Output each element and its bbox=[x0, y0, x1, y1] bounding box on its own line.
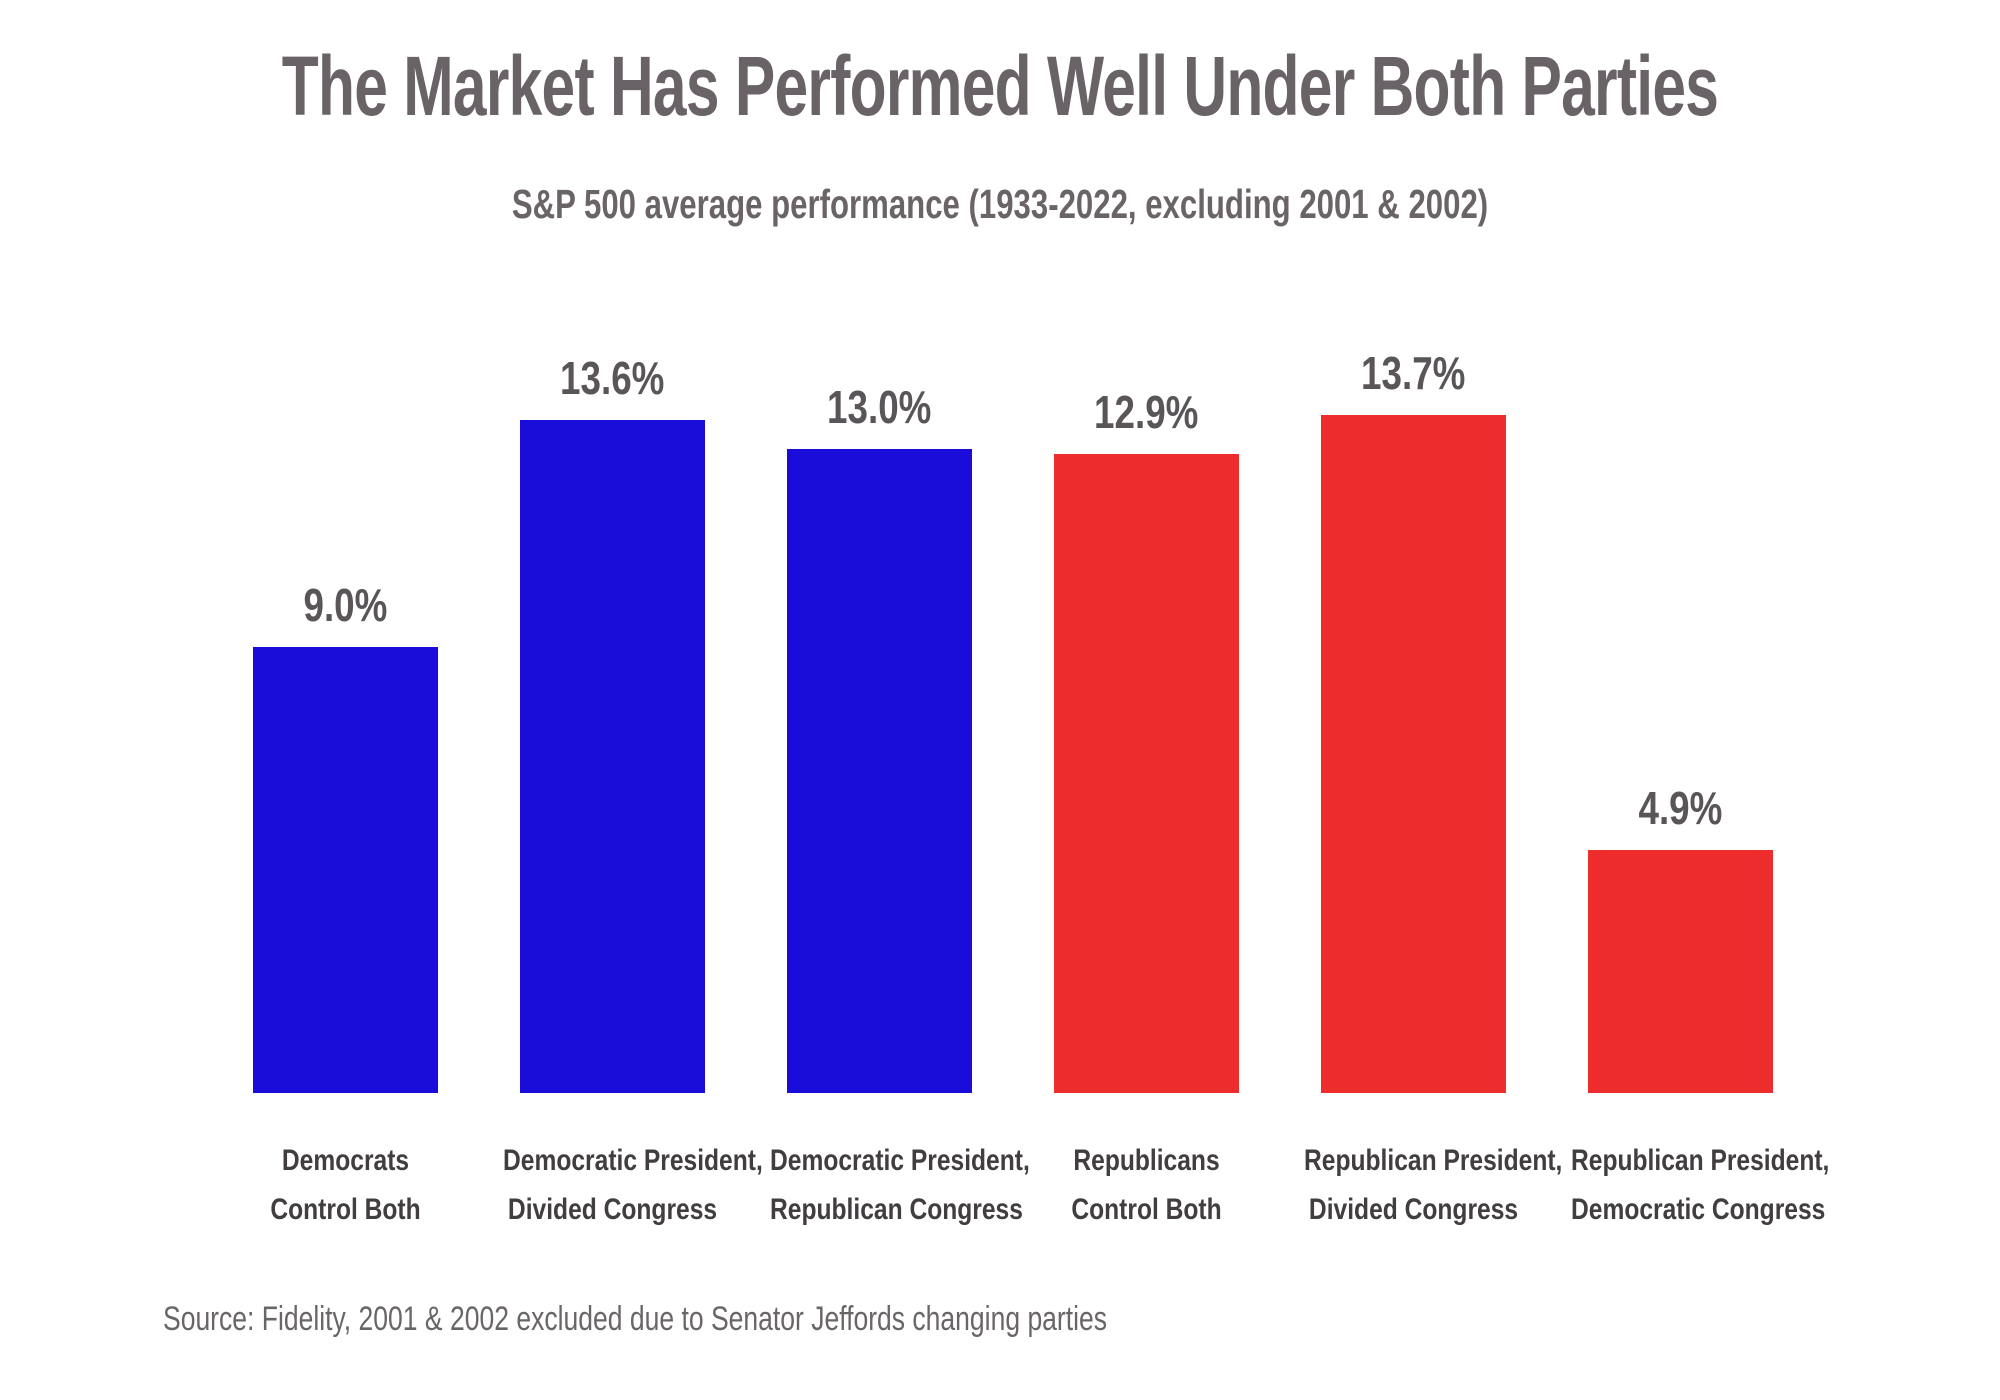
category-label: Republicans Control Both bbox=[1037, 1136, 1256, 1234]
category-label: Democratic President, Divided Congress bbox=[503, 1136, 763, 1234]
category-label: Republican President, Divided Congress bbox=[1304, 1136, 1563, 1234]
chart-title: The Market Has Performed Well Under Both… bbox=[281, 39, 1719, 133]
category-label: Democratic President, Republican Congress bbox=[770, 1136, 1030, 1234]
bar-3 bbox=[787, 449, 972, 1093]
category-label-line: Republican President, bbox=[1571, 1144, 1830, 1177]
bar-column: 13.6% bbox=[479, 351, 746, 1093]
bar-4 bbox=[1054, 454, 1239, 1093]
bar-column: 4.9% bbox=[1547, 781, 1814, 1093]
category-label: Republican President, Democratic Congress bbox=[1571, 1136, 1830, 1234]
bar-value-label: 13.0% bbox=[827, 381, 932, 433]
category-label-line: Republican Congress bbox=[770, 1193, 1023, 1226]
bar-value-label: 12.9% bbox=[1094, 386, 1199, 438]
source-note: Source: Fidelity, 2001 & 2002 excluded d… bbox=[163, 1300, 1108, 1338]
bar-column: 13.0% bbox=[746, 380, 1013, 1093]
bar-column: 9.0% bbox=[212, 578, 479, 1093]
category-label-line: Control Both bbox=[270, 1193, 421, 1226]
category-label-line: Republicans bbox=[1073, 1144, 1220, 1177]
category-label-line: Republican President, bbox=[1304, 1144, 1563, 1177]
category-label-line: Democratic President, bbox=[770, 1144, 1030, 1177]
category-label-line: Control Both bbox=[1071, 1193, 1222, 1226]
category-label: Democrats Control Both bbox=[236, 1136, 455, 1234]
chart-subtitle: S&P 500 average performance (1933-2022, … bbox=[511, 181, 1489, 227]
bars-row: 9.0% 13.6% 13.0% 12.9% 13.7% 4.9% bbox=[212, 333, 1814, 1093]
bar-5 bbox=[1321, 415, 1506, 1093]
category-label-line: Democratic President, bbox=[503, 1144, 763, 1177]
bar-column: 13.7% bbox=[1280, 346, 1547, 1093]
bar-value-label: 4.9% bbox=[1638, 782, 1723, 834]
bar-2 bbox=[520, 420, 705, 1093]
category-label-line: Divided Congress bbox=[1308, 1193, 1519, 1226]
bar-value-label: 13.7% bbox=[1361, 347, 1466, 399]
bar-value-label: 9.0% bbox=[303, 579, 388, 631]
category-label-line: Democrats bbox=[281, 1144, 410, 1177]
bar-1 bbox=[253, 647, 438, 1093]
bar-6 bbox=[1588, 850, 1773, 1093]
bar-column: 12.9% bbox=[1013, 385, 1280, 1093]
bar-value-label: 13.6% bbox=[560, 352, 665, 404]
category-labels-row: Democrats Control Both Democratic Presiden… bbox=[212, 1136, 1830, 1234]
category-label-line: Democratic Congress bbox=[1571, 1193, 1826, 1226]
category-label-line: Divided Congress bbox=[507, 1193, 718, 1226]
